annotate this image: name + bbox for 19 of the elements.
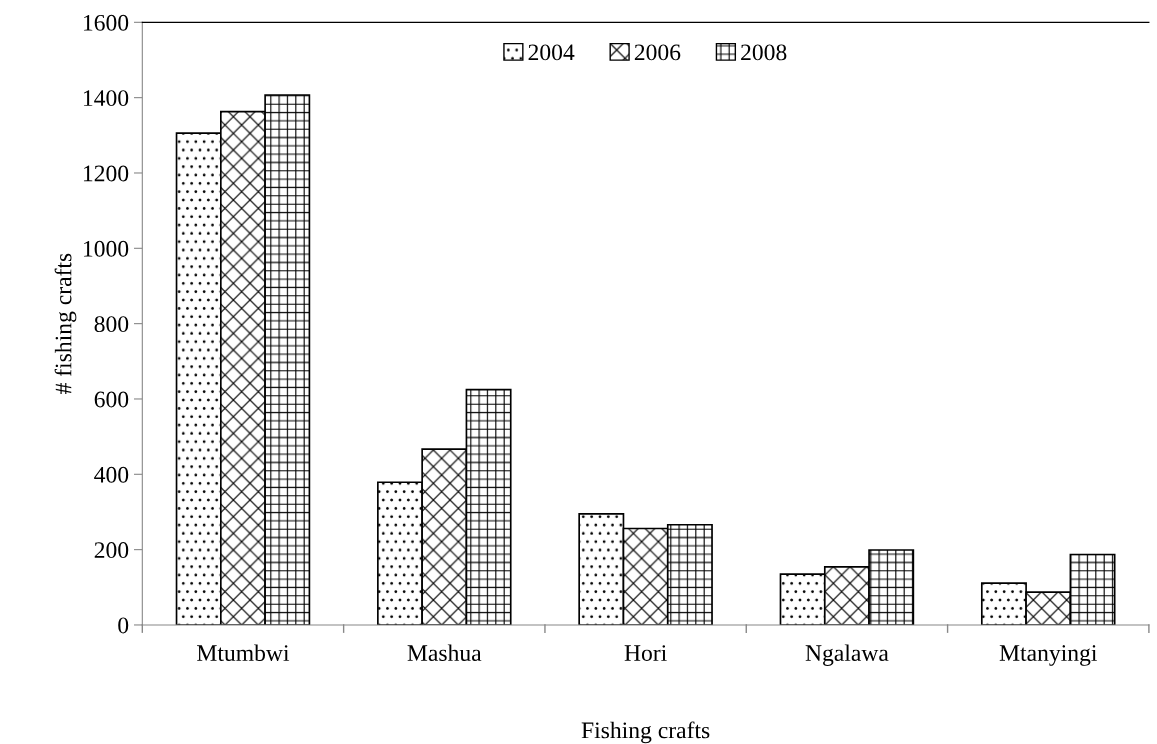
y-axis-title: # fishing crafts xyxy=(54,253,77,395)
x-axis-title: Fishing crafts xyxy=(581,721,710,744)
y-tick-label: 1400 xyxy=(83,90,129,107)
legend-label: 2006 xyxy=(634,44,681,61)
x-tick-label: Ngalawa xyxy=(805,644,889,666)
x-tick-label: Mashua xyxy=(407,644,482,662)
y-tick-label: 1000 xyxy=(83,240,129,257)
y-tick-label: 600 xyxy=(94,391,129,408)
x-tick-label: Mtanyingi xyxy=(999,645,1097,666)
y-tick-label: 800 xyxy=(94,316,129,333)
x-tick-label: Mtumbwi xyxy=(197,644,290,662)
x-tick-label: Hori xyxy=(624,645,667,662)
y-tick-label: 1200 xyxy=(83,165,129,182)
legend-label: 2008 xyxy=(741,44,787,61)
y-tick-label: 200 xyxy=(94,542,129,559)
y-tick-label: 1600 xyxy=(83,14,129,31)
y-tick-label: 400 xyxy=(94,466,129,483)
y-tick-label: 0 xyxy=(118,617,129,634)
legend-label: 2004 xyxy=(528,44,575,61)
